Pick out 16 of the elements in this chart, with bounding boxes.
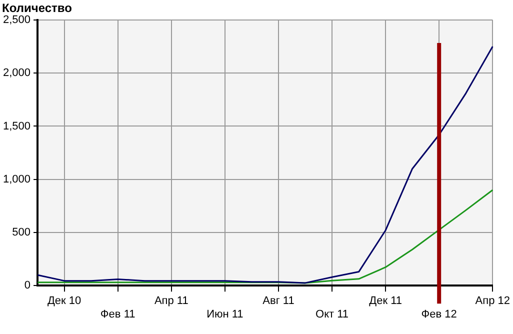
- x-tick-label: Окт 11: [316, 308, 349, 320]
- y-tick-label: 1,500: [2, 120, 31, 132]
- y-tick-label: 500: [12, 226, 31, 239]
- x-tick-label: Дек 10: [47, 295, 82, 308]
- y-tick-label: 2,500: [2, 14, 31, 26]
- x-tick-label: Июн 11: [206, 308, 244, 320]
- y-tick-label: 1,000: [2, 173, 31, 186]
- x-tick-label: Дек 11: [369, 295, 402, 308]
- x-tick-label: Фев 12: [421, 308, 457, 320]
- y-tick-label: 0: [24, 280, 31, 292]
- y-axis-title: Количество: [2, 1, 72, 15]
- x-tick-label: Авг 11: [262, 295, 294, 308]
- y-tick-label: 2,000: [2, 67, 31, 80]
- x-tick-label: Апр 11: [154, 295, 188, 308]
- x-tick-label: Апр 12: [475, 295, 510, 308]
- x-tick-label: Фев 11: [100, 308, 136, 320]
